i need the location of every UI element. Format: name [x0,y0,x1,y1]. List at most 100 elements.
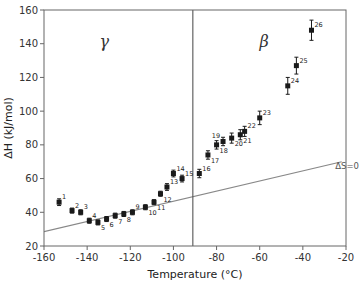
region-label: β [258,32,268,51]
point-label: 26 [314,21,322,29]
y-tick [40,144,44,145]
chart: -160-140-120-100-80-60-40-20204060801001… [0,0,362,284]
point [121,211,126,216]
x-tick-label: -80 [208,252,224,263]
x-tick-label: -20 [338,252,354,263]
error-bar [96,220,100,225]
y-tick-label: 60 [25,173,38,184]
error-bar [122,211,126,216]
error-bar [215,141,219,149]
error-bar [165,184,169,191]
x-tick [173,246,174,250]
error-bar [230,133,234,143]
point [113,213,118,218]
region-label: γ [100,32,110,51]
x-tick [346,246,347,250]
point [285,83,290,88]
point [238,132,243,137]
point-label: 24 [291,77,299,85]
point-label: 22 [248,122,256,130]
error-bar [197,169,201,177]
x-tick [302,246,303,250]
point-label: 19 [212,132,220,140]
point-label: 21 [243,137,251,145]
point [257,115,262,120]
point-label: 20 [235,140,243,148]
point [214,142,219,147]
point-label: 25 [299,57,307,65]
y-tick [40,178,44,179]
y-tick [40,246,44,247]
error-bar [70,208,74,213]
point [158,191,163,196]
error-bar [243,126,247,136]
point-label: 7 [118,218,122,226]
point-label: 4 [92,212,96,220]
x-tick-label: -140 [76,252,99,263]
x-axis-label: Temperature (°C) [147,268,243,281]
point [197,171,202,176]
point [57,200,62,205]
x-tick [130,246,131,250]
y-tick-label: 20 [25,241,38,252]
point [171,171,176,176]
y-axis-label: ΔH (kJ/mol) [2,97,15,159]
error-bar [158,191,162,196]
point [221,139,226,144]
error-bar [87,218,91,223]
error-bar [152,200,156,205]
error-bar [113,213,117,218]
point-label: 18 [220,147,228,155]
x-tick-label: -100 [162,252,185,263]
y-tick-label: 40 [25,207,38,218]
point [70,208,75,213]
point-label: 9 [135,203,139,211]
point [229,136,234,141]
error-bar [130,210,134,215]
error-bar [221,137,225,145]
error-bar [258,111,262,124]
plot-area [44,10,346,246]
point [180,176,185,181]
y-tick [40,77,44,78]
point-label: 11 [157,204,165,212]
point-label: 2 [75,202,79,210]
point-label: 15 [185,170,193,178]
y-tick [40,111,44,112]
point [152,200,157,205]
point-label: 1 [62,193,66,201]
point-label: 16 [202,165,210,173]
error-bar [57,199,61,206]
x-tick [216,246,217,250]
y-tick-label: 100 [19,106,38,117]
point-label: 8 [127,216,131,224]
point-label: 12 [163,196,171,204]
x-tick [259,246,260,250]
x-tick-label: -160 [33,252,56,263]
reference-line-label: ΔS=0 [335,161,359,171]
x-tick [87,246,88,250]
point-label: 5 [101,224,105,232]
y-tick [40,212,44,213]
point-label: 17 [211,157,219,165]
error-bar [143,205,147,210]
point [294,63,299,68]
point-label: 3 [84,203,88,211]
point [104,217,109,222]
point [205,152,210,157]
y-tick [40,43,44,44]
error-bar [180,175,184,182]
x-tick-label: -60 [252,252,268,263]
point [78,210,83,215]
plot-data [44,10,342,246]
y-tick-label: 140 [19,38,38,49]
error-bar [238,130,242,140]
error-bar [206,151,210,159]
x-tick [44,246,45,250]
y-tick-label: 160 [19,5,38,16]
point-label: 23 [263,109,271,117]
point [95,220,100,225]
error-bar [171,170,175,177]
point-label: 13 [170,178,178,186]
error-bar [294,57,298,74]
